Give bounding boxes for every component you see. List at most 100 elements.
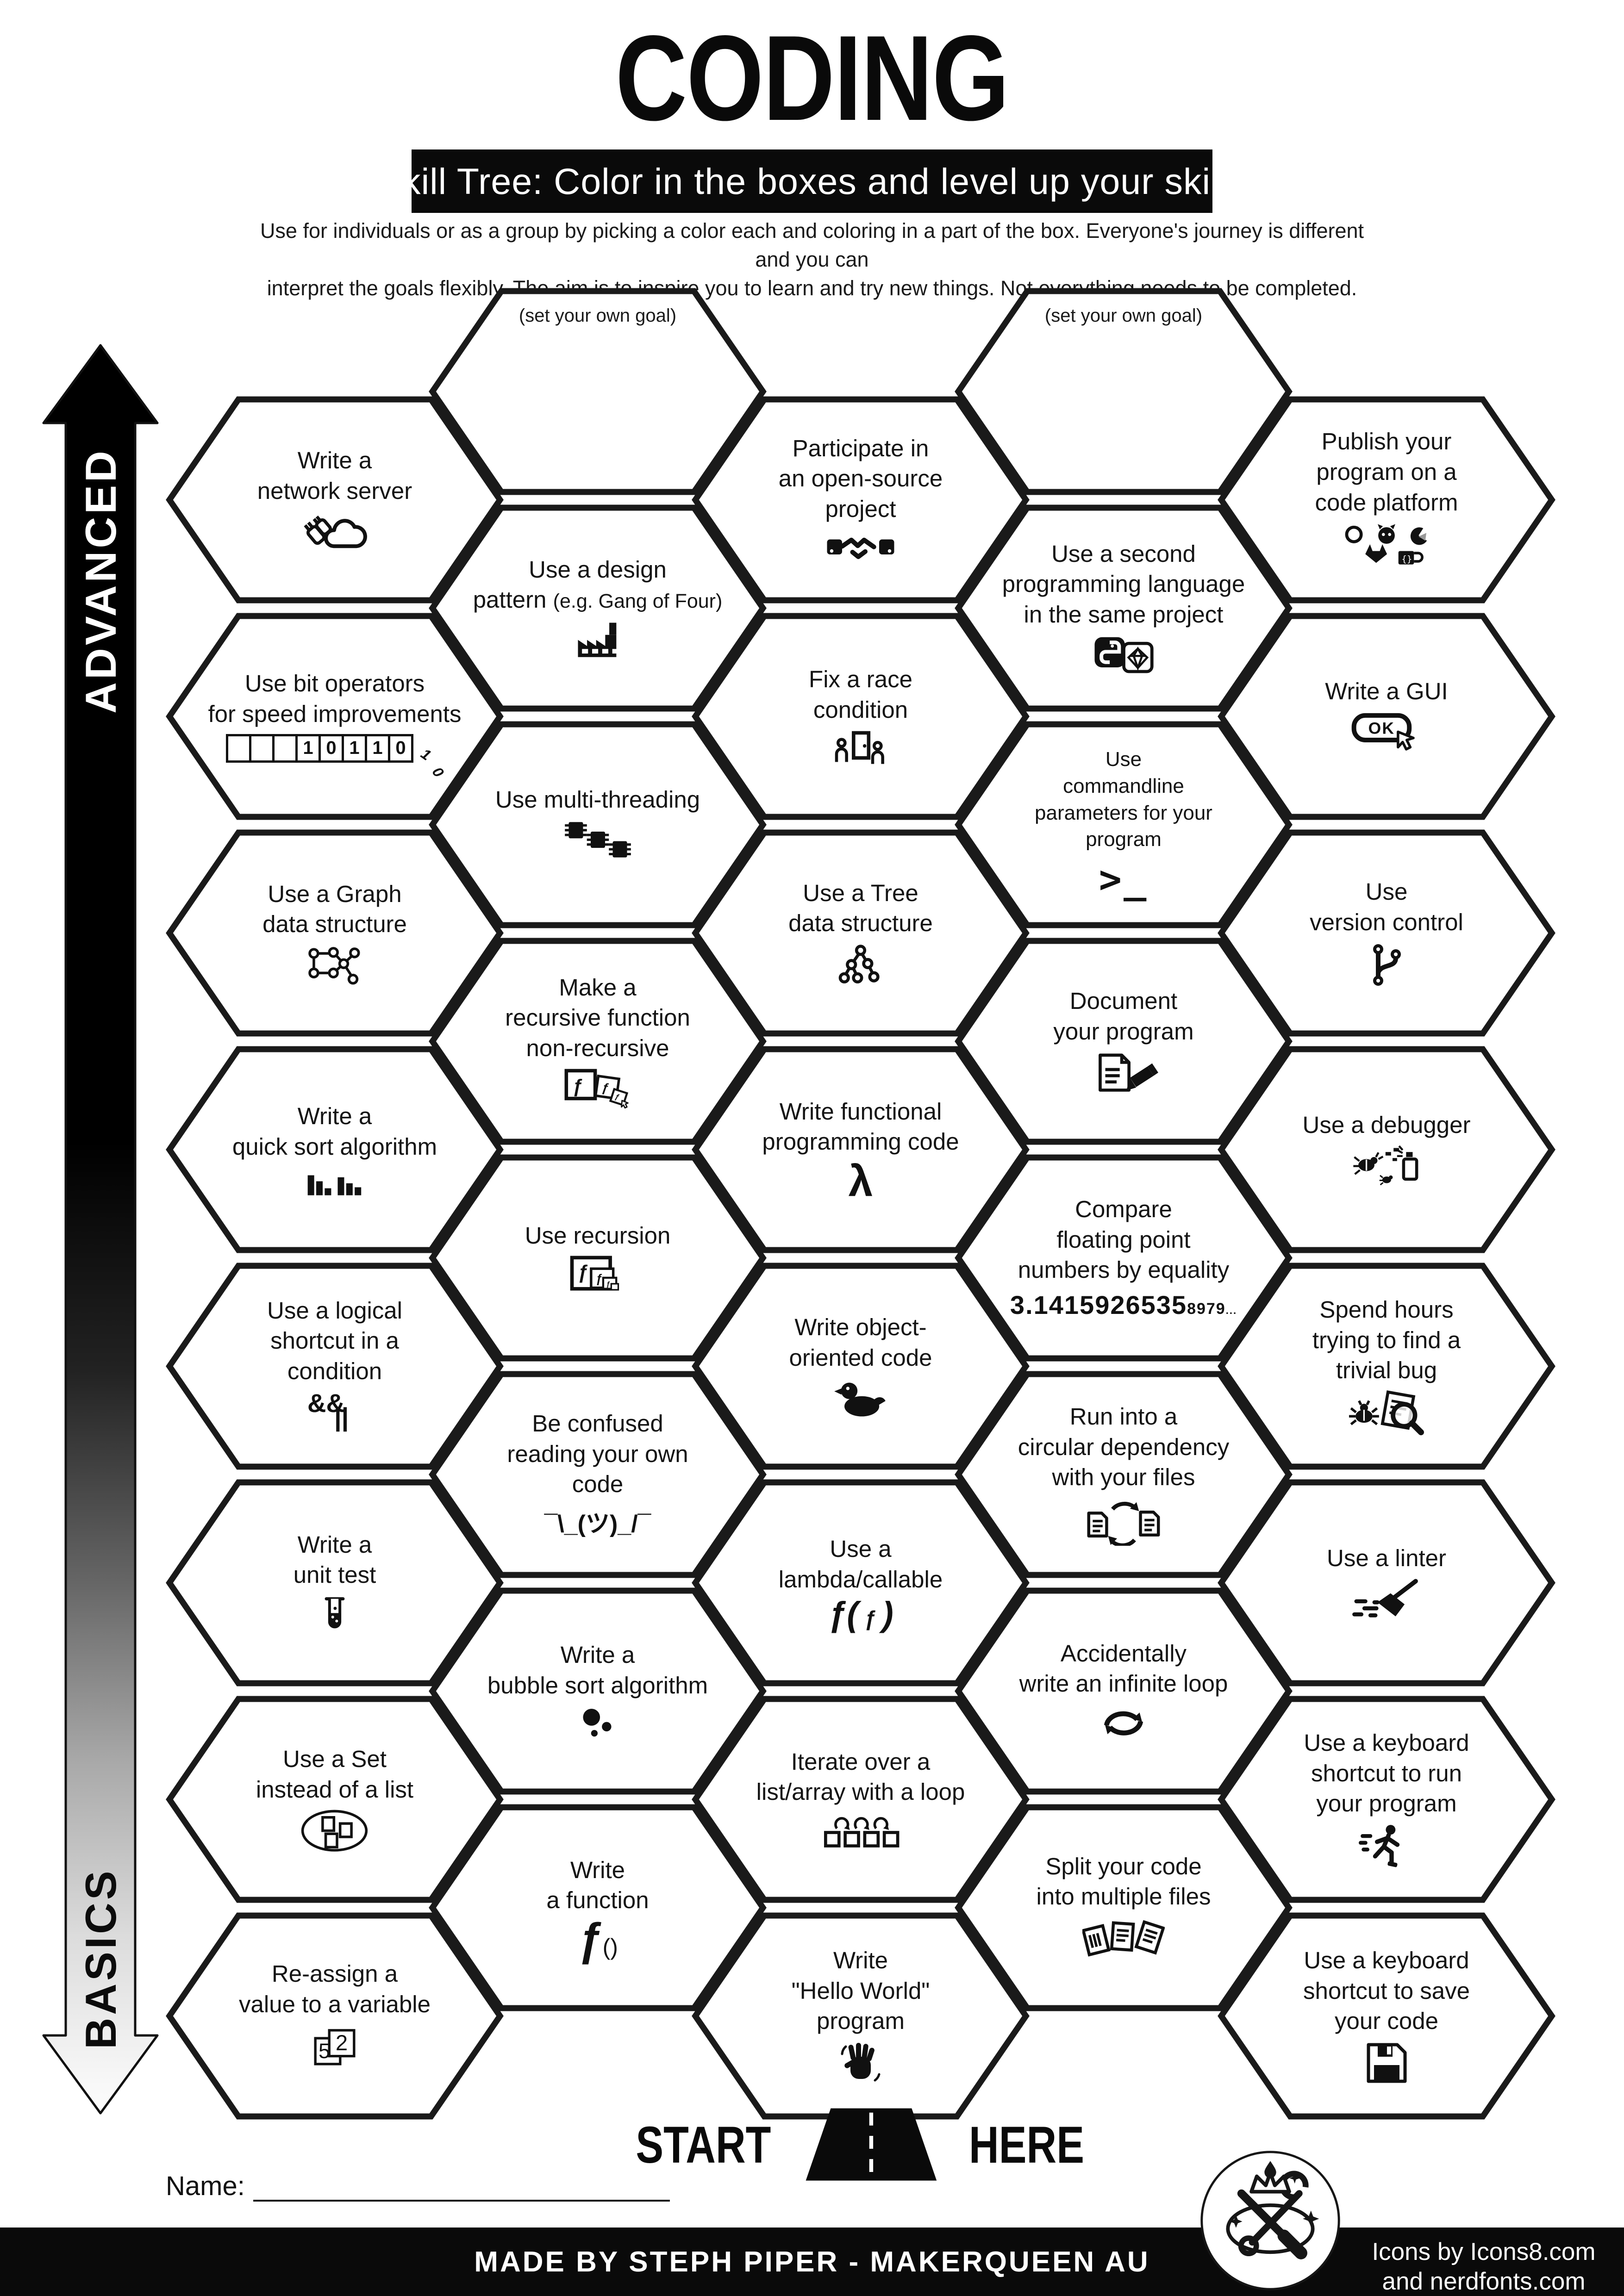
hex-label: your program [1053,1018,1194,1045]
shrug-icon: ¯\_(ツ)_/¯ [544,1510,651,1537]
hex-label: version control [1310,909,1463,935]
handshake-icon [826,529,895,565]
hex-goal-top-right[interactable]: (set your own goal) [955,287,1293,496]
hex-use-a-linter[interactable]: Use a linter [1218,1478,1555,1687]
axis-label-advanced: ADVANCED [76,448,125,714]
hex-label: "Hello World" [791,1977,930,2004]
hex-use-multi-threading[interactable]: Use multi-threading [429,720,767,929]
nested-f-icon: ƒ ƒ ƒ [569,1256,627,1294]
hex-label: numbers by equality [1018,1257,1230,1283]
makerqueen-logo-icon [1200,2151,1340,2290]
hex-label: Use a design [529,556,667,583]
hex-use-version-control[interactable]: Use version control [1218,828,1555,1038]
hex-label: Use a linter [1327,1545,1446,1572]
hex-use-a-graph-data-structure[interactable]: Use a Graph data structure [166,828,504,1038]
wave-hand-icon [837,2041,885,2085]
hex-make-recursive-non-recursive[interactable]: Make a recursive function non-recursive ƒ ƒ… [429,937,767,1146]
hex-write-functional-programming-code[interactable]: Write functional programming code λ [692,1045,1030,1254]
hex-accidentally-infinite-loop[interactable]: Accidentally write an infinite loop [955,1587,1293,1796]
hex-write-a-gui[interactable]: Write a GUI OK [1218,612,1555,821]
hex-label: pattern (e.g. Gang of Four) [473,586,723,613]
hex-label: (set your own goal) [1044,305,1203,326]
hex-split-your-code[interactable]: Split your code into multiple files [955,1803,1293,2012]
hex-write-object-oriented-code[interactable]: Write object-oriented code [692,1262,1030,1471]
hex-write-hello-world[interactable]: Write "Hello World" program [692,1911,1030,2121]
bug-magnifier-icon [1349,1390,1424,1436]
hex-label: shortcut to save [1303,1977,1470,2004]
hex-use-commandline-parameters[interactable]: Use commandline parameters for your program… [955,720,1293,929]
iterate-icon [819,1812,902,1850]
name-input-line[interactable] [253,2174,670,2202]
hex-document-your-program[interactable]: Document your program [955,937,1293,1146]
hex-write-a-quick-sort-algorithm[interactable]: Write a quick sort algorithm [166,1045,504,1254]
runner-icon [1359,1823,1414,1869]
hex-find-a-trivial-bug[interactable]: Spend hours trying to find a trivial bug [1218,1262,1555,1471]
hex-goal-top-left[interactable]: (set your own goal) [429,287,767,496]
footer-credit: MADE BY STEPH PIPER - MAKERQUEEN AU [474,2246,1150,2278]
hex-label: unit test [293,1562,376,1588]
hex-write-a-function[interactable]: Write a function ƒ() [429,1803,767,2012]
name-label: Name: [166,2171,245,2201]
hex-fix-a-race-condition[interactable]: Fix a race condition [692,612,1030,821]
hex-label: in the same project [1024,601,1224,628]
hex-use-a-lambda-callable[interactable]: Use a lambda/callable ƒ( ƒ ) [692,1478,1030,1687]
hex-label: list/array with a loop [756,1779,965,1805]
hex-use-a-design-pattern[interactable]: Use a design pattern (e.g. Gang of Four) [429,504,767,713]
hex-label: programming language [1002,571,1245,597]
hex-run-into-circular-dependency[interactable]: Run into a circular dependency with your f… [955,1370,1293,1579]
hex-label: program on a [1316,459,1457,485]
hex-label: floating point [1056,1226,1191,1253]
hex-be-confused-reading-your-own-code[interactable]: Be confused reading your own code ¯\_(ツ)_/¯ [429,1370,767,1579]
hex-use-recursion[interactable]: Use recursion ƒ ƒ ƒ [429,1153,767,1363]
page-title: CODING [615,10,1009,146]
hex-write-a-unit-test[interactable]: Write a unit test [166,1478,504,1687]
description-line1: Use for individuals or as a group by pic… [260,219,1364,272]
hex-shortcut-to-run-program[interactable]: Use a keyboard shortcut to run your progra… [1218,1695,1555,1904]
ok-button-icon: OK [1351,711,1423,755]
hex-label: bubble sort algorithm [487,1672,708,1699]
lambda-icon: λ [848,1156,873,1206]
hex-use-a-logical-shortcut[interactable]: Use a logical shortcut in a condition && || [166,1262,504,1471]
hex-use-bit-operators[interactable]: Use bit operators for speed improvements 1… [166,612,504,821]
hex-label: condition [813,696,908,723]
hex-label: data structure [788,910,933,937]
hex-use-a-set[interactable]: Use a Set instead of a list [166,1695,504,1904]
hex-iterate-over-a-list[interactable]: Iterate over a list/array with a loop [692,1695,1030,1904]
svg-text:ƒ: ƒ [572,1076,583,1097]
svg-text:ƒ: ƒ [600,1081,609,1095]
hex-write-a-bubble-sort-algorithm[interactable]: Write a bubble sort algorithm [429,1587,767,1796]
hex-label: Iterate over a [791,1748,931,1775]
hex-label: value to a variable [239,1991,431,2018]
svg-text:2: 2 [336,2030,348,2055]
hex-label: circular dependency [1018,1433,1230,1460]
hex-label: Use a second [1051,540,1196,567]
skill-axis-arrow-icon [42,344,159,2115]
hex-use-a-tree-data-structure[interactable]: Use a Tree data structure [692,828,1030,1038]
hex-publish-your-program[interactable]: Publish your program on a code platform {} [1218,395,1555,604]
floppy-icon [1365,2041,1409,2085]
name-row: Name: [166,2171,670,2202]
hex-participate-in-open-source[interactable]: Participate in an open-source project [692,395,1030,604]
hex-label: Write a [297,1531,372,1558]
hex-compare-floating-point[interactable]: Compare floating point numbers by equality… [955,1153,1293,1363]
hex-label: shortcut in a [270,1327,399,1354]
hex-label: quick sort algorithm [232,1133,437,1160]
hex-label: Re-assign a [271,1960,398,1987]
hex-use-a-debugger[interactable]: Use a debugger [1218,1045,1555,1254]
prompt-icon: >_ [1099,857,1149,902]
hex-label: Run into a [1069,1403,1178,1430]
hex-use-a-second-language[interactable]: Use a second programming language in the s… [955,504,1293,713]
hex-label: Use [1105,748,1142,771]
factory-icon [570,620,625,660]
hex-write-a-network-server[interactable]: Write a network server [166,395,504,604]
subtitle-bar: Skill Tree: Color in the boxes and level… [377,149,1246,213]
hex-shortcut-to-save-code[interactable]: Use a keyboard shortcut to save your code [1218,1911,1555,2121]
quicksort-bars-icon [304,1166,366,1196]
hex-label: lambda/callable [778,1566,943,1593]
hex-label: oriented code [789,1344,932,1371]
hex-label: Use a [830,1536,892,1562]
hex-reassign-a-value[interactable]: Re-assign a value to a variable 5 2 [166,1911,504,2121]
hex-label: for speed improvements [208,701,462,727]
